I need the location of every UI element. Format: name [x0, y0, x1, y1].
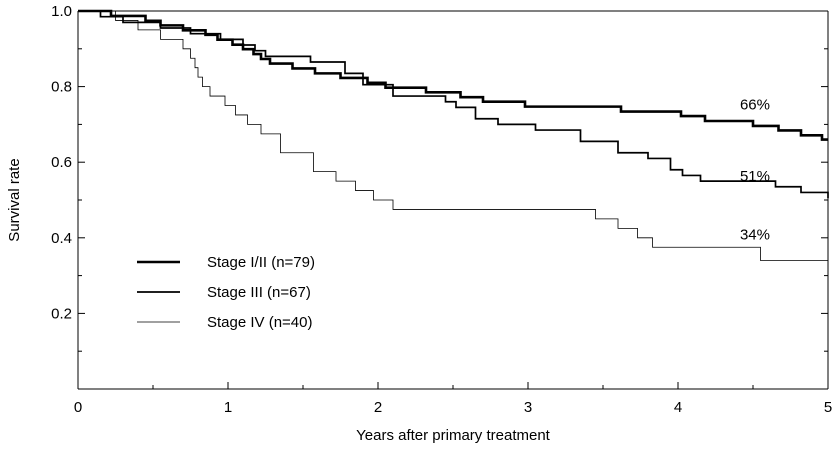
y-tick-label: 1.0 — [51, 3, 72, 20]
tick-labels: 0 1 2 3 4 5 0.2 0.4 0.6 0.8 1.0 — [51, 3, 832, 416]
x-tick-label: 3 — [524, 399, 532, 416]
end-labels: 66% 51% 34% — [740, 96, 770, 243]
x-tick-label: 2 — [374, 399, 382, 416]
y-tick-label: 0.4 — [51, 230, 72, 247]
tick-marks — [77, 10, 829, 389]
survival-curve-2 — [78, 10, 829, 199]
y-tick-label: 0.6 — [51, 154, 72, 171]
x-tick-label: 5 — [824, 399, 832, 416]
legend-label-2: Stage III (n=67) — [207, 284, 311, 301]
legend-label-1: Stage I/II (n=79) — [207, 254, 315, 271]
series-layer — [78, 9, 829, 261]
survival-curve-3 — [78, 10, 828, 261]
x-tick-label: 4 — [674, 399, 682, 416]
x-axis-title: Years after primary treatment — [356, 427, 551, 444]
legend-label-3: Stage IV (n=40) — [207, 314, 312, 331]
y-axis-title: Survival rate — [6, 158, 23, 241]
x-tick-label: 1 — [224, 399, 232, 416]
y-tick-label: 0.2 — [51, 305, 72, 322]
end-label-2: 51% — [740, 168, 770, 185]
end-label-1: 66% — [740, 96, 770, 113]
end-label-3: 34% — [740, 227, 770, 244]
legend: Stage I/II (n=79) Stage III (n=67) Stage I… — [137, 254, 315, 331]
y-tick-label: 0.8 — [51, 79, 72, 96]
x-tick-label: 0 — [74, 399, 82, 416]
axes — [77, 10, 829, 390]
